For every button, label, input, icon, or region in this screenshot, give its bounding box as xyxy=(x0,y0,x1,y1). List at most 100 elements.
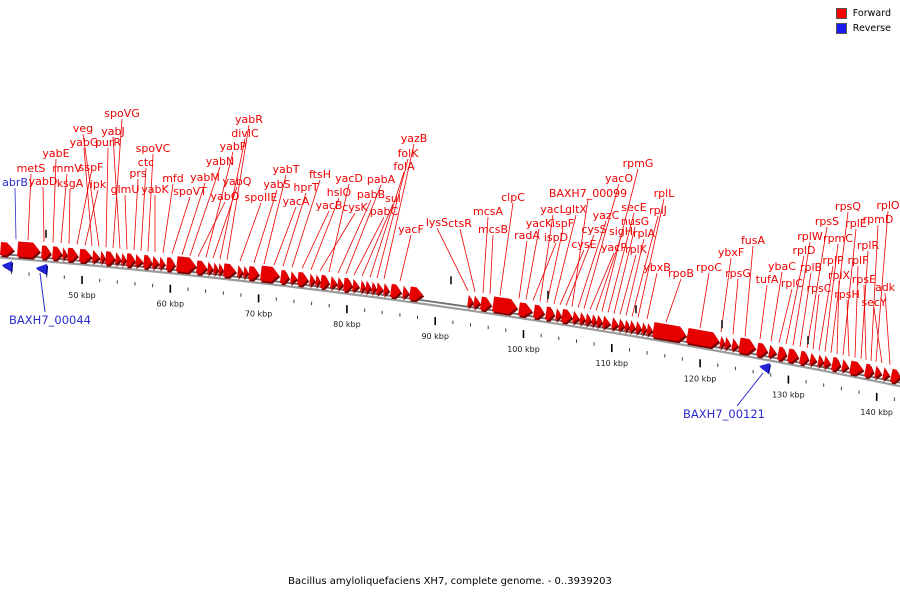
minor-tick xyxy=(734,366,736,371)
gene-label: lysS xyxy=(426,216,448,229)
forward-gene-arrow xyxy=(159,256,165,270)
minor-tick xyxy=(646,351,648,355)
gene-label: yabP xyxy=(220,140,247,153)
leader-line xyxy=(133,178,139,251)
gene-label: ipk xyxy=(90,178,107,191)
forward-gene-arrow-shadow xyxy=(316,276,322,290)
forward-gene-arrow xyxy=(92,250,100,263)
forward-gene-arrow xyxy=(0,242,14,256)
leader-line xyxy=(830,211,849,353)
gene-label: yazC xyxy=(593,209,620,222)
minor-tick xyxy=(116,280,118,284)
minor-tick xyxy=(10,270,12,275)
leader-line xyxy=(699,272,710,329)
forward-gene-arrow xyxy=(473,295,480,309)
gene-label: yabO xyxy=(211,190,240,203)
gene-label: ispF xyxy=(552,217,574,230)
forward-gene-arrow xyxy=(787,348,799,363)
gene-label: secY xyxy=(861,296,887,309)
leader-line xyxy=(770,271,783,342)
forward-gene-arrow xyxy=(480,296,491,311)
leader-line xyxy=(83,147,93,247)
leader-line xyxy=(27,173,32,241)
leader-line xyxy=(369,171,405,278)
forward-gene-arrow xyxy=(641,322,647,335)
minor-tick xyxy=(470,323,471,327)
forward-gene-arrow xyxy=(652,322,686,342)
minor-tick xyxy=(823,383,825,387)
reverse-gene-arrow xyxy=(1,261,12,271)
minor-tick xyxy=(664,354,666,358)
forward-gene-arrow xyxy=(874,365,882,379)
figure-title: Bacillus amyloliquefaciens XH7, complete… xyxy=(288,576,612,587)
forward-swatch xyxy=(835,8,847,19)
forward-gene-arrow xyxy=(207,261,213,275)
major-tick xyxy=(169,284,172,293)
gene-label: ctc xyxy=(138,156,154,169)
gene-label: pabB xyxy=(357,188,385,201)
forward-gene-arrow xyxy=(635,321,642,334)
gene-label: folK xyxy=(398,147,420,160)
gene-label: mcsB xyxy=(478,223,508,236)
forward-gene-arrow xyxy=(731,338,739,351)
minor-tick xyxy=(681,357,683,361)
major-tick xyxy=(346,305,348,314)
minor-tick xyxy=(558,336,560,341)
gene-label: rpsH xyxy=(834,288,860,301)
genome-backbone-shadow xyxy=(0,256,900,388)
minor-tick xyxy=(28,272,30,276)
forward-gene-arrow xyxy=(390,283,401,298)
gene-label: prs xyxy=(129,167,147,180)
leader-line xyxy=(273,206,297,266)
gene-label: yabM xyxy=(190,171,220,184)
leader-line xyxy=(759,284,768,340)
forward-gene-arrow xyxy=(823,355,831,369)
minor-tick xyxy=(399,313,401,317)
leader-line xyxy=(842,228,857,356)
forward-gene-arrow xyxy=(561,309,572,323)
leader-line xyxy=(226,124,250,260)
forward-gene-arrow xyxy=(213,262,218,276)
leader-line xyxy=(171,196,191,254)
leader-line xyxy=(328,183,350,272)
forward-gene-arrow-shadow xyxy=(361,282,367,295)
gene-label: tufA xyxy=(756,273,779,286)
leader-line xyxy=(52,158,57,243)
forward-gene-arrow xyxy=(383,283,389,296)
gene-label: yabQ xyxy=(223,175,252,188)
minor-tick xyxy=(487,325,489,330)
minor-tick xyxy=(311,301,313,306)
leader-line xyxy=(263,174,287,265)
minor-tick xyxy=(328,303,330,308)
minor-tick xyxy=(752,369,754,374)
leader-line xyxy=(836,280,840,355)
minor-tick xyxy=(240,293,242,297)
leader-line xyxy=(310,197,340,270)
major-tick xyxy=(787,375,790,384)
leader-line xyxy=(197,201,226,257)
gene-label: rpsE xyxy=(852,273,876,286)
forward-gene-arrow xyxy=(297,271,308,286)
gene-label: yacK xyxy=(526,217,553,230)
leader-line xyxy=(525,228,540,300)
leader-line xyxy=(812,293,820,350)
gene-label: clpC xyxy=(501,191,525,204)
leader-line xyxy=(82,133,100,247)
leader-line xyxy=(205,151,234,258)
leader-line xyxy=(399,234,412,282)
gene-label: sul xyxy=(385,192,401,205)
minor-tick xyxy=(381,310,383,315)
leader-line xyxy=(637,198,665,318)
gene-label: adk xyxy=(875,281,896,294)
forward-gene-arrow xyxy=(611,317,618,330)
leader-line xyxy=(884,292,891,365)
gene-label: glmU xyxy=(111,183,140,196)
gene-label: rplF xyxy=(848,254,869,267)
forward-gene-arrow xyxy=(890,368,900,383)
gene-label: spoVC xyxy=(136,142,171,155)
major-tick xyxy=(611,344,613,353)
minor-tick xyxy=(452,320,454,325)
gene-label: rpsC xyxy=(807,282,832,295)
leader-line xyxy=(189,166,221,256)
gene-label: yabG xyxy=(70,136,99,149)
